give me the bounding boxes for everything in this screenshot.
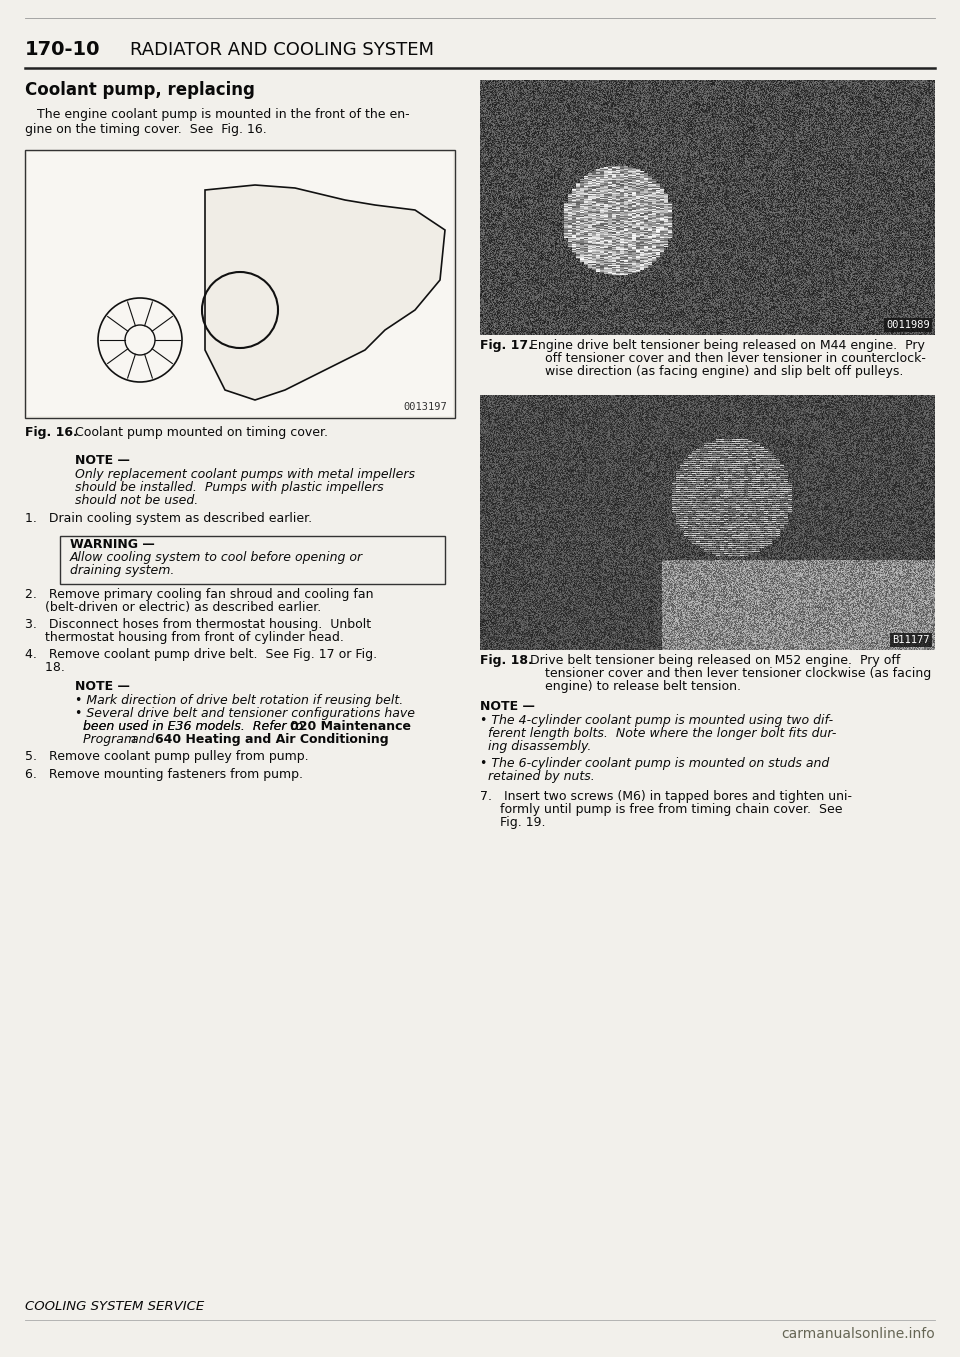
Text: The engine coolant pump is mounted in the front of the en-: The engine coolant pump is mounted in th…	[25, 109, 410, 121]
Text: Coolant pump, replacing: Coolant pump, replacing	[25, 81, 254, 99]
Text: retained by nuts.: retained by nuts.	[480, 769, 595, 783]
Text: carmanualsonline.info: carmanualsonline.info	[781, 1327, 935, 1341]
Text: COOLING SYSTEM SERVICE: COOLING SYSTEM SERVICE	[25, 1300, 204, 1314]
Text: Allow cooling system to cool before opening or: Allow cooling system to cool before open…	[70, 551, 363, 565]
Text: 1.   Drain cooling system as described earlier.: 1. Drain cooling system as described ear…	[25, 512, 312, 525]
Text: ferent length bolts.  Note where the longer bolt fits dur-: ferent length bolts. Note where the long…	[480, 727, 836, 740]
Text: Only replacement coolant pumps with metal impellers: Only replacement coolant pumps with meta…	[75, 468, 415, 480]
Text: • The 4-cylinder coolant pump is mounted using two dif-: • The 4-cylinder coolant pump is mounted…	[480, 714, 833, 727]
Text: Fig. 19.: Fig. 19.	[480, 816, 545, 829]
Text: 6.   Remove mounting fasteners from pump.: 6. Remove mounting fasteners from pump.	[25, 768, 303, 782]
Text: 4.   Remove coolant pump drive belt.  See Fig. 17 or Fig.: 4. Remove coolant pump drive belt. See F…	[25, 649, 377, 661]
Text: 5.   Remove coolant pump pulley from pump.: 5. Remove coolant pump pulley from pump.	[25, 750, 308, 763]
Text: formly until pump is free from timing chain cover.  See: formly until pump is free from timing ch…	[480, 803, 843, 816]
Text: 0013197: 0013197	[403, 402, 447, 413]
Text: Drive belt tensioner being released on M52 engine.  Pry off: Drive belt tensioner being released on M…	[526, 654, 900, 668]
Text: ing disassembly.: ing disassembly.	[480, 740, 591, 753]
Text: been used in E36 models.  Refer to: been used in E36 models. Refer to	[75, 721, 307, 733]
Text: wise direction (as facing engine) and slip belt off pulleys.: wise direction (as facing engine) and sl…	[545, 365, 903, 379]
Text: • Mark direction of drive belt rotation if reusing belt.: • Mark direction of drive belt rotation …	[75, 693, 403, 707]
Text: thermostat housing from front of cylinder head.: thermostat housing from front of cylinde…	[25, 631, 344, 645]
Text: NOTE —: NOTE —	[75, 455, 130, 467]
Text: Fig. 18.: Fig. 18.	[480, 654, 533, 668]
Text: 3.   Disconnect hoses from thermostat housing.  Unbolt: 3. Disconnect hoses from thermostat hous…	[25, 617, 372, 631]
Text: 2.   Remove primary cooling fan shroud and cooling fan: 2. Remove primary cooling fan shroud and…	[25, 588, 373, 601]
Text: .: .	[347, 733, 351, 746]
Text: 020 Maintenance: 020 Maintenance	[290, 721, 411, 733]
Text: 0011989: 0011989	[886, 320, 930, 330]
Text: Coolant pump mounted on timing cover.: Coolant pump mounted on timing cover.	[71, 426, 328, 440]
Text: tensioner cover and then lever tensioner clockwise (as facing: tensioner cover and then lever tensioner…	[545, 668, 931, 680]
Bar	[60, 536, 445, 584]
Text: Fig. 16.: Fig. 16.	[25, 426, 78, 440]
Text: been used in E36 models.  Refer to: been used in E36 models. Refer to	[75, 721, 307, 733]
Text: 640 Heating and Air Conditioning: 640 Heating and Air Conditioning	[155, 733, 389, 746]
Text: off tensioner cover and then lever tensioner in counterclock-: off tensioner cover and then lever tensi…	[545, 351, 925, 365]
Text: NOTE —: NOTE —	[75, 680, 130, 693]
Text: NOTE —: NOTE —	[480, 700, 535, 712]
Text: should be installed.  Pumps with plastic impellers: should be installed. Pumps with plastic …	[75, 480, 384, 494]
Text: B11177: B11177	[893, 635, 930, 645]
Text: WARNING —: WARNING —	[70, 537, 155, 551]
Polygon shape	[205, 185, 445, 400]
Text: engine) to release belt tension.: engine) to release belt tension.	[545, 680, 741, 693]
Text: should not be used.: should not be used.	[75, 494, 199, 508]
Text: 7.   Insert two screws (M6) in tapped bores and tighten uni-: 7. Insert two screws (M6) in tapped bore…	[480, 790, 852, 803]
Text: RADIATOR AND COOLING SYSTEM: RADIATOR AND COOLING SYSTEM	[130, 41, 434, 58]
Text: and: and	[127, 733, 158, 746]
Text: • The 6-cylinder coolant pump is mounted on studs and: • The 6-cylinder coolant pump is mounted…	[480, 757, 829, 769]
Text: draining system.: draining system.	[70, 565, 175, 577]
Text: Program: Program	[75, 733, 136, 746]
Text: gine on the timing cover.  See  Fig. 16.: gine on the timing cover. See Fig. 16.	[25, 123, 267, 136]
Text: 170-10: 170-10	[25, 39, 101, 58]
Bar	[25, 151, 455, 418]
Bar	[27, 152, 453, 417]
Text: Engine drive belt tensioner being released on M44 engine.  Pry: Engine drive belt tensioner being releas…	[526, 339, 924, 351]
Text: (belt-driven or electric) as described earlier.: (belt-driven or electric) as described e…	[25, 601, 322, 613]
Text: Fig. 17.: Fig. 17.	[480, 339, 533, 351]
Text: 18.: 18.	[25, 661, 65, 674]
Text: • Several drive belt and tensioner configurations have: • Several drive belt and tensioner confi…	[75, 707, 415, 721]
